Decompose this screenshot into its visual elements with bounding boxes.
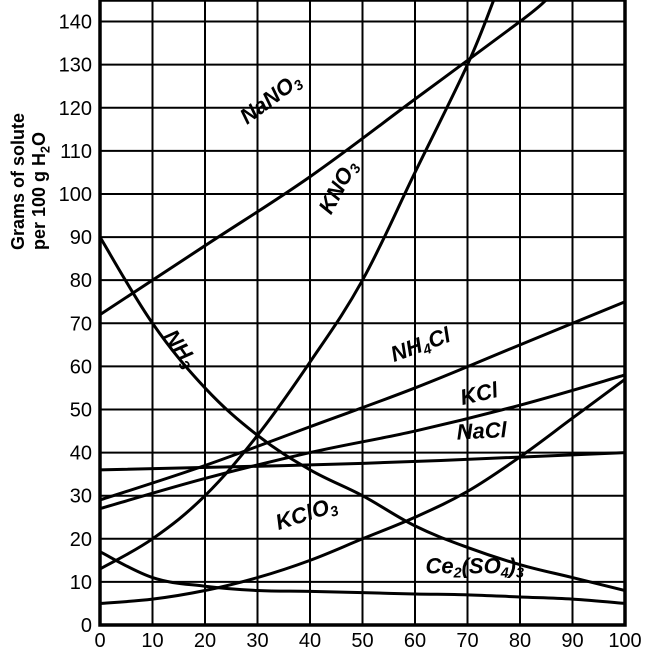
svg-text:10: 10 bbox=[141, 630, 163, 652]
svg-text:110: 110 bbox=[60, 141, 92, 163]
svg-text:10: 10 bbox=[70, 572, 92, 594]
label-NaCl: NaCl bbox=[456, 417, 508, 445]
solubility-chart: 0 10 20 30 40 50 60 70 80 90 100 0 10 20 30 40 50 60 70 80 9… bbox=[0, 0, 645, 653]
svg-text:60: 60 bbox=[70, 356, 92, 378]
svg-text:0: 0 bbox=[81, 615, 92, 637]
svg-text:70: 70 bbox=[456, 630, 478, 652]
svg-text:20: 20 bbox=[194, 630, 216, 652]
svg-text:0: 0 bbox=[94, 630, 105, 652]
svg-text:100: 100 bbox=[608, 630, 641, 652]
svg-text:130: 130 bbox=[59, 55, 92, 77]
svg-text:90: 90 bbox=[561, 630, 583, 652]
chart-container: Grams of soluteper 100 g H2O 01020304050… bbox=[0, 0, 645, 653]
svg-text:70: 70 bbox=[70, 313, 92, 335]
curve-NaNO3 bbox=[100, 0, 546, 315]
svg-text:40: 40 bbox=[299, 630, 321, 652]
svg-text:30: 30 bbox=[70, 486, 92, 508]
svg-text:50: 50 bbox=[70, 399, 92, 421]
grid bbox=[100, 0, 625, 625]
label-KNO3: KNO3 bbox=[313, 156, 364, 219]
svg-text:90: 90 bbox=[70, 227, 92, 249]
svg-text:140: 140 bbox=[59, 12, 92, 34]
svg-text:50: 50 bbox=[351, 630, 373, 652]
svg-text:120: 120 bbox=[59, 98, 92, 120]
label-KClO3: KClO3 bbox=[272, 492, 340, 538]
label-NaNO3: NaNO3 bbox=[235, 67, 307, 131]
svg-text:60: 60 bbox=[404, 630, 426, 652]
svg-text:80: 80 bbox=[509, 630, 531, 652]
svg-text:40: 40 bbox=[70, 443, 92, 465]
svg-text:30: 30 bbox=[246, 630, 268, 652]
label-NH4Cl: NH4Cl bbox=[387, 322, 455, 369]
svg-text:100: 100 bbox=[59, 184, 92, 206]
y-tick-labels: 0 10 20 30 40 50 60 70 80 90 100 110 120 130 140 bbox=[59, 12, 92, 637]
label-KCl: KCl bbox=[458, 377, 501, 410]
x-tick-labels: 0 10 20 30 40 50 60 70 80 90 100 bbox=[94, 630, 641, 652]
svg-text:20: 20 bbox=[70, 529, 92, 551]
svg-text:80: 80 bbox=[70, 270, 92, 292]
label-Ce2(SO4)3: Ce2(SO4)3 bbox=[426, 553, 524, 581]
